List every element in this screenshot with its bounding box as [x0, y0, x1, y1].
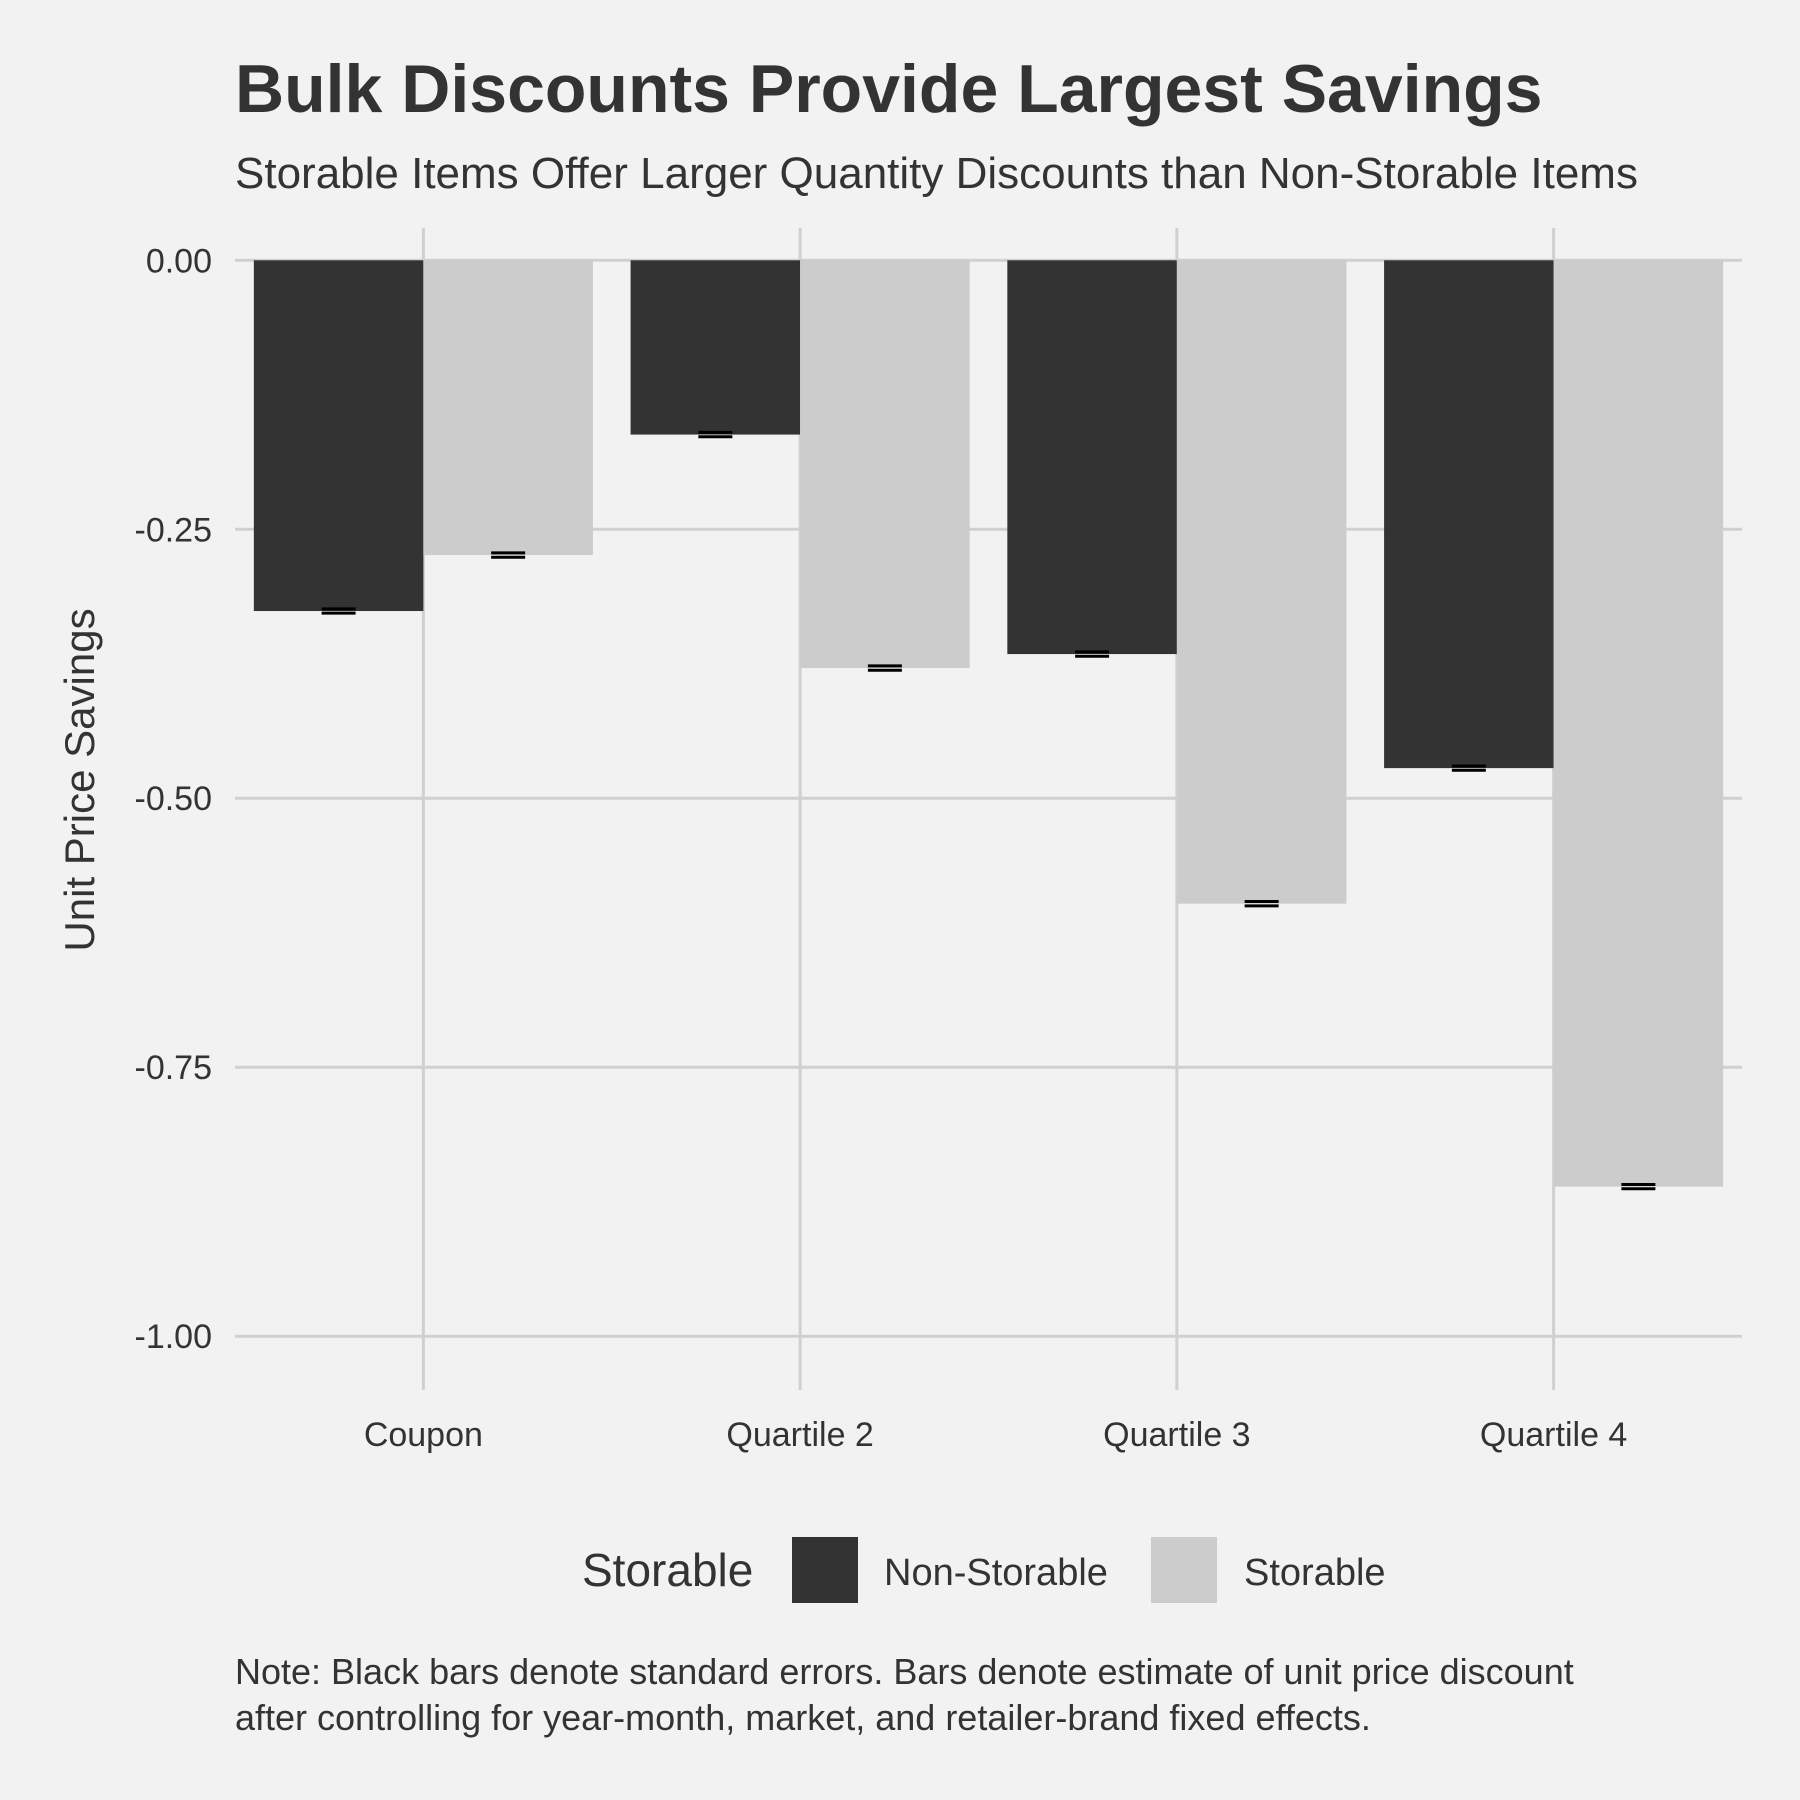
bar-non-storable-coupon [253, 260, 424, 612]
bar-storable-quartile-2 [800, 260, 970, 669]
y-tick-label: -0.25 [135, 511, 213, 549]
caption: Note: Black bars denote standard errors.… [235, 1651, 1574, 1738]
y-tick-label: -0.75 [135, 1049, 213, 1087]
bar-storable-coupon [423, 260, 593, 556]
legend-label-storable: Storable [1244, 1552, 1386, 1594]
chart-title: Bulk Discounts Provide Largest Savings [235, 51, 1542, 127]
y-axis-ticks: 0.00 -0.25 -0.50 -0.75 -1.00 [135, 242, 213, 1356]
legend-swatch-non-storable [792, 1537, 858, 1603]
caption-line-1: Note: Black bars denote standard errors.… [235, 1651, 1574, 1692]
bar-non-storable-quartile-2 [630, 260, 801, 435]
y-axis-title: Unit Price Savings [56, 608, 103, 951]
bar-storable-quartile-3 [1176, 260, 1347, 904]
legend: Storable Non-Storable Storable [582, 1537, 1386, 1603]
bar-non-storable-quartile-4 [1384, 260, 1554, 769]
bar-storable-quartile-4 [1553, 260, 1724, 1187]
legend-label-non-storable: Non-Storable [884, 1552, 1108, 1594]
x-tick-label: Quartile 2 [726, 1416, 873, 1454]
y-tick-label: -0.50 [135, 780, 213, 818]
x-tick-label: Coupon [364, 1416, 483, 1454]
legend-swatch-storable [1151, 1537, 1217, 1603]
y-tick-label: -1.00 [135, 1318, 213, 1356]
x-tick-label: Quartile 3 [1103, 1416, 1250, 1454]
x-tick-label: Quartile 4 [1480, 1416, 1627, 1454]
bar-non-storable-quartile-3 [1007, 260, 1177, 655]
y-tick-label: 0.00 [146, 242, 212, 280]
error-bars [321, 430, 1656, 1191]
caption-line-2: after controlling for year-month, market… [235, 1697, 1371, 1738]
x-axis-ticks: Coupon Quartile 2 Quartile 3 Quartile 4 [364, 1416, 1628, 1454]
bars [253, 260, 1724, 1187]
chart-subtitle: Storable Items Offer Larger Quantity Dis… [235, 149, 1638, 198]
legend-title: Storable [582, 1544, 753, 1596]
